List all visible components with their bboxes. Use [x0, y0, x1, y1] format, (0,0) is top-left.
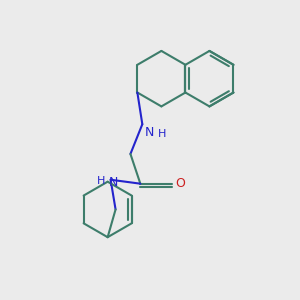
Text: H: H	[158, 129, 166, 139]
Text: N: N	[144, 126, 154, 139]
Text: O: O	[175, 177, 185, 190]
Text: N: N	[109, 176, 118, 189]
Text: H: H	[97, 176, 105, 186]
